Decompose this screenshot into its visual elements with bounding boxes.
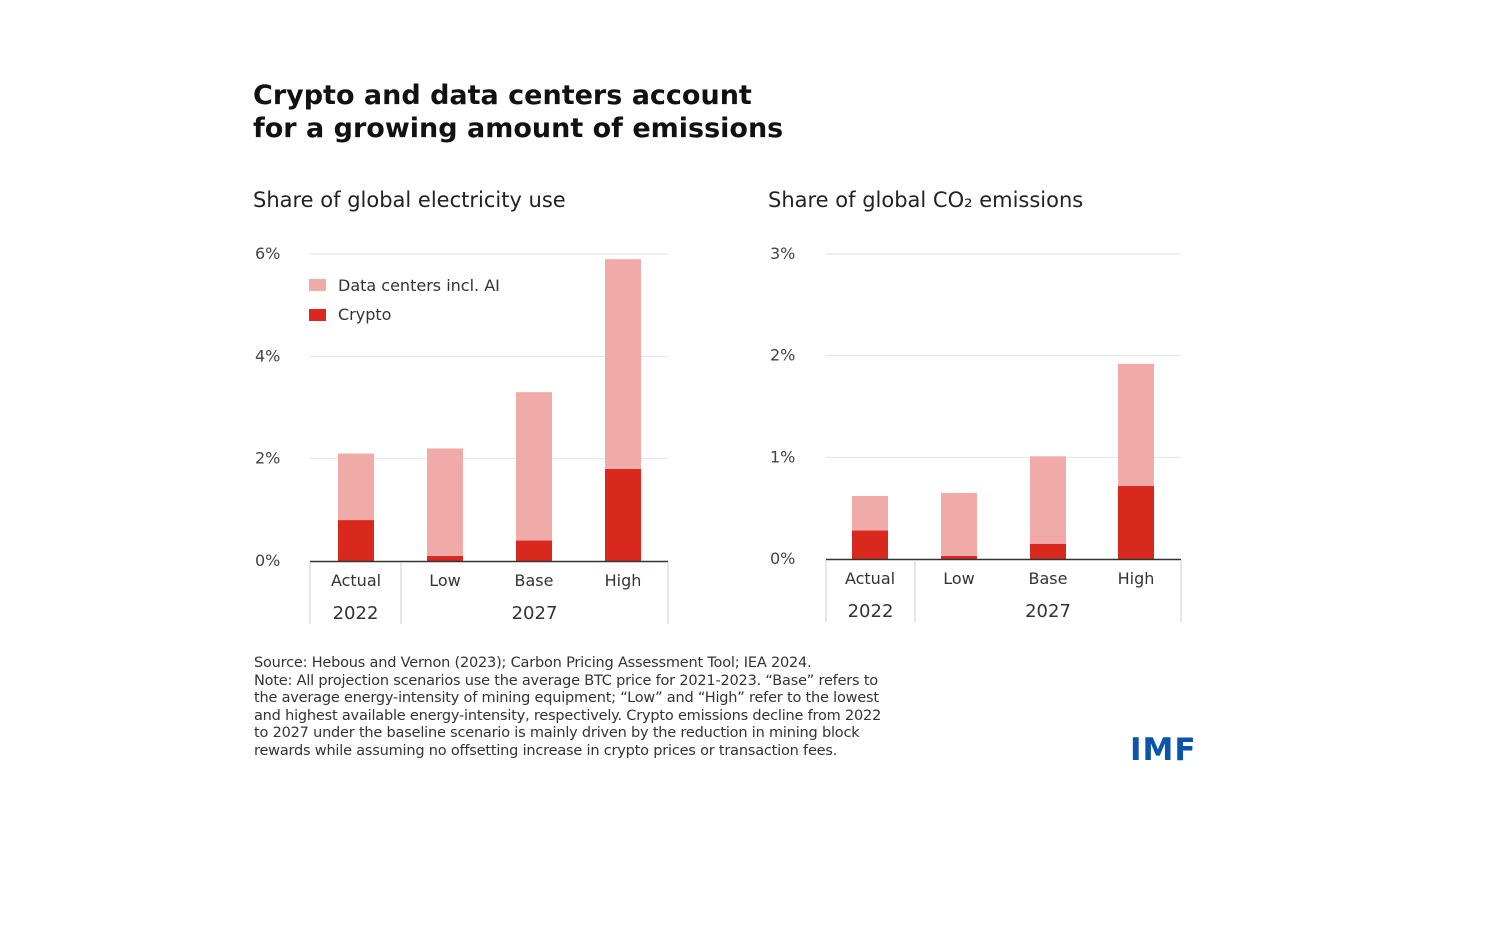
figure-title-line1: Crypto and data centers account <box>253 80 752 111</box>
figure-title-line2: for a growing amount of emissions <box>253 113 783 144</box>
note-line: to 2027 under the baseline scenario is m… <box>254 725 860 741</box>
bar-crypto-base <box>1030 543 1066 559</box>
bar-data-centers-base <box>1030 456 1066 544</box>
bar-data-centers-actual <box>338 453 374 521</box>
bar-crypto-low <box>427 555 463 561</box>
source-notes: Source: Hebous and Vernon (2023); Carbon… <box>254 655 1114 760</box>
chart2-title: Share of global CO₂ emissions <box>768 188 1083 212</box>
x-tick-label: Actual <box>331 571 381 590</box>
bar-data-centers-high <box>1118 363 1154 486</box>
y-tick-label: 0% <box>255 551 280 570</box>
bar-data-centers-actual <box>852 495 888 531</box>
x-tick-label: Base <box>1029 569 1068 588</box>
legend: Data centers incl. AI Crypto <box>309 276 500 324</box>
note-line: Note: All projection scenarios use the a… <box>254 672 878 689</box>
group-label: 2022 <box>848 601 894 622</box>
legend-swatch-data-centers <box>309 279 326 291</box>
legend-swatch-crypto <box>309 309 326 321</box>
x-tick-label: High <box>605 571 642 590</box>
y-tick-label: 1% <box>770 447 795 466</box>
bar-data-centers-high <box>605 259 641 469</box>
bar-crypto-high <box>605 468 641 561</box>
y-tick-label: 0% <box>770 549 795 568</box>
legend-label-crypto: Crypto <box>338 305 391 324</box>
imf-logo: IMF <box>1130 732 1197 768</box>
source-line: Source: Hebous and Vernon (2023); Carbon… <box>254 655 812 671</box>
chart1-plot: 0% 2% 4% 6% Actual Low Base High 2022 2027 <box>255 244 669 624</box>
bar-crypto-low <box>941 555 977 559</box>
x-tick-label: High <box>1118 569 1155 588</box>
bar-crypto-actual <box>852 530 888 559</box>
bar-crypto-high <box>1118 485 1154 559</box>
chart2-plot: 0% 1% 2% 3% Actual Low Base High 2022 2027 <box>770 244 1182 622</box>
y-tick-label: 3% <box>770 244 795 263</box>
x-tick-label: Actual <box>845 569 895 588</box>
bar-crypto-actual <box>338 520 374 561</box>
group-label: 2027 <box>1025 601 1071 622</box>
note-line: the average energy-intensity of mining e… <box>254 690 879 706</box>
x-tick-label: Low <box>429 571 461 590</box>
y-tick-label: 2% <box>255 449 280 468</box>
chart1-title: Share of global electricity use <box>253 188 566 212</box>
x-tick-label: Base <box>515 571 554 590</box>
group-label: 2022 <box>333 603 379 624</box>
bar-crypto-base <box>516 540 552 561</box>
x-tick-label: Low <box>943 569 975 588</box>
y-tick-label: 4% <box>255 346 280 365</box>
legend-label-data-centers: Data centers incl. AI <box>338 276 500 295</box>
bar-data-centers-low <box>941 492 977 556</box>
bar-data-centers-base <box>516 392 552 541</box>
note-line: and highest available energy-intensity, … <box>254 707 882 724</box>
y-tick-label: 6% <box>255 244 280 263</box>
group-label: 2027 <box>512 603 558 624</box>
y-tick-label: 2% <box>770 346 795 365</box>
bar-data-centers-low <box>427 448 463 556</box>
note-line: rewards while assuming no offsetting inc… <box>254 742 838 759</box>
